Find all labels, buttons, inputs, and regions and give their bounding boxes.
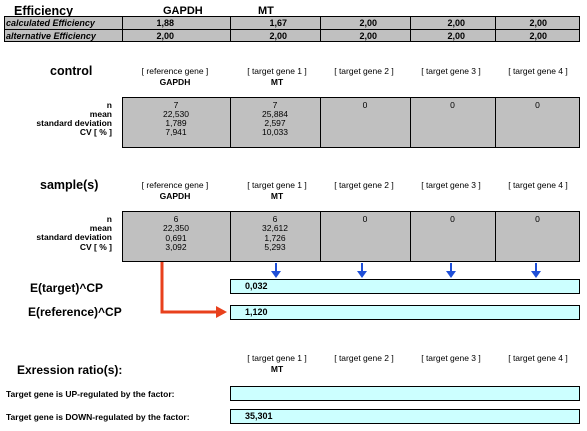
control-sd-label: standard deviation [36, 118, 112, 128]
control-t1-sd: 2,597 [264, 118, 286, 128]
etarget-label: E(target)^CP [30, 281, 104, 295]
control-ref-gene: GAPDH [159, 77, 191, 87]
control-ref-n: 7 [173, 100, 179, 110]
control-col-target2: [ target gene 2 ] [334, 66, 394, 76]
sample-col-reference: [ reference gene ] [141, 180, 209, 190]
alt-eff-t4[interactable]: 2,00 [529, 31, 547, 41]
alt-eff-t2[interactable]: 2,00 [359, 31, 377, 41]
expression-col-target4: [ target gene 4 ] [508, 353, 568, 363]
calc-eff-t4[interactable]: 2,00 [529, 18, 547, 28]
ereference-value-box[interactable]: 1,120 [230, 305, 580, 320]
alt-eff-ref[interactable]: 2,00 [156, 31, 174, 41]
up-regulated-label: Target gene is UP-regulated by the facto… [6, 389, 175, 399]
efficiency-gene-target: MT [258, 5, 274, 17]
control-n-label: n [106, 100, 112, 110]
control-col-target1: [ target gene 1 ] [247, 66, 307, 76]
sample-col-target4: [ target gene 4 ] [508, 180, 568, 190]
expression-col-target1: [ target gene 1 ] [247, 353, 307, 363]
red-elbow-arrow-icon [160, 262, 227, 318]
down-regulated-label: Target gene is DOWN-regulated by the fac… [6, 412, 190, 422]
down-regulated-value-box[interactable]: 35,301 [230, 409, 580, 424]
up-regulated-value-box[interactable] [230, 386, 580, 401]
sample-t2-n: 0 [362, 214, 368, 224]
control-t1-mean: 25,884 [262, 109, 288, 119]
calc-eff-t1[interactable]: 1,67 [269, 18, 287, 28]
sample-ref-mean: 22,350 [163, 223, 189, 233]
blue-arrows [271, 263, 541, 278]
ereference-label: E(reference)^CP [28, 305, 122, 319]
control-title: control [50, 64, 93, 78]
sample-title: sample(s) [40, 178, 99, 192]
control-target-gene: MT [270, 77, 284, 87]
efficiency-gene-ref: GAPDH [163, 5, 203, 17]
calc-eff-t2[interactable]: 2,00 [359, 18, 377, 28]
sample-t4-n: 0 [535, 214, 540, 224]
alternative-efficiency-label: alternative Efficiency [6, 31, 96, 41]
expression-col-target2: [ target gene 2 ] [334, 353, 394, 363]
control-ref-mean: 22,530 [163, 109, 189, 119]
sample-sd-label: standard deviation [36, 232, 112, 242]
sample-t1-mean: 32,612 [262, 223, 288, 233]
arrow-down-icon [446, 263, 456, 278]
alt-eff-t3[interactable]: 2,00 [447, 31, 465, 41]
arrow-down-icon [357, 263, 367, 278]
sample-ref-sd: 0,691 [165, 233, 187, 243]
sample-target-gene: MT [270, 191, 284, 201]
sample-t3-n: 0 [450, 214, 455, 224]
control-col-target3: [ target gene 3 ] [421, 66, 481, 76]
sample-ref-gene: GAPDH [159, 191, 191, 201]
calculated-efficiency-label: calculated Efficiency [6, 18, 95, 28]
sample-col-target2: [ target gene 2 ] [334, 180, 394, 190]
control-ref-sd: 1,789 [165, 118, 187, 128]
arrow-down-icon [531, 263, 541, 278]
efficiency-title: Efficiency [14, 4, 74, 18]
control-t1-cv: 10,033 [262, 127, 288, 137]
sample-t1-cv: 5,293 [264, 242, 286, 252]
control-t1-n: 7 [272, 100, 278, 110]
control-t4-n: 0 [535, 100, 540, 110]
arrow-down-icon [271, 263, 281, 278]
expression-title: Exression ratio(s): [17, 363, 123, 377]
sample-ref-n: 6 [173, 214, 179, 224]
control-col-reference: [ reference gene ] [141, 66, 209, 76]
control-col-target4: [ target gene 4 ] [508, 66, 568, 76]
sample-mean-label: mean [89, 223, 112, 233]
sample-ref-cv: 3,092 [165, 242, 187, 252]
control-cv-label: CV [ % ] [79, 127, 112, 137]
control-t3-n: 0 [450, 100, 455, 110]
calc-eff-t3[interactable]: 2,00 [447, 18, 465, 28]
sample-cv-label: CV [ % ] [79, 242, 112, 252]
alt-eff-t1[interactable]: 2,00 [269, 31, 287, 41]
control-ref-cv: 7,941 [165, 127, 187, 137]
expression-col-target3: [ target gene 3 ] [421, 353, 481, 363]
sample-col-target3: [ target gene 3 ] [421, 180, 481, 190]
sample-n-label: n [106, 214, 112, 224]
expression-target-gene: MT [270, 364, 284, 374]
etarget-value-box[interactable]: 0,032 [230, 279, 580, 294]
sample-col-target1: [ target gene 1 ] [247, 180, 307, 190]
sample-t1-sd: 1,726 [264, 233, 286, 243]
control-mean-label: mean [89, 109, 112, 119]
control-t2-n: 0 [362, 100, 368, 110]
calc-eff-ref[interactable]: 1,88 [156, 18, 174, 28]
sample-t1-n: 6 [272, 214, 278, 224]
